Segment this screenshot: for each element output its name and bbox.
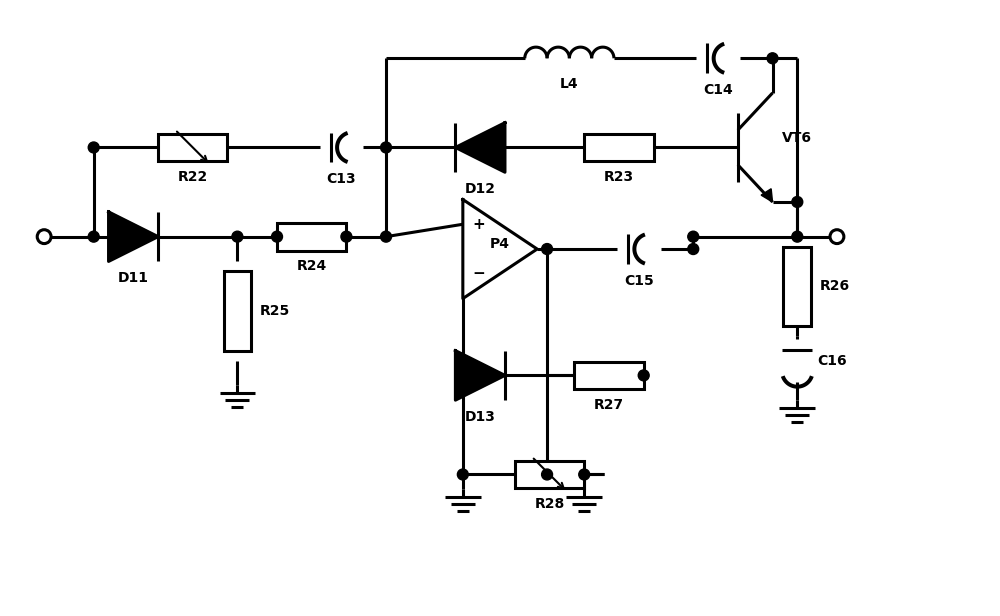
Text: D11: D11 (118, 271, 149, 285)
Text: C15: C15 (624, 274, 654, 288)
Circle shape (767, 53, 778, 63)
Text: R25: R25 (260, 304, 290, 318)
Polygon shape (109, 212, 158, 261)
Circle shape (792, 231, 803, 242)
Text: R24: R24 (297, 259, 327, 274)
Text: R26: R26 (820, 279, 850, 293)
Text: +: + (473, 217, 485, 232)
Circle shape (688, 243, 699, 254)
Text: D12: D12 (465, 182, 496, 196)
Circle shape (272, 231, 282, 242)
Circle shape (341, 231, 352, 242)
Text: C16: C16 (817, 354, 847, 368)
Polygon shape (455, 123, 505, 172)
Circle shape (579, 469, 590, 480)
Bar (515, 461, 584, 488)
Text: R22: R22 (178, 170, 208, 184)
Polygon shape (761, 188, 773, 202)
Circle shape (232, 231, 243, 242)
Bar (277, 223, 346, 251)
Text: R23: R23 (604, 170, 634, 184)
Text: P4: P4 (490, 237, 510, 251)
Circle shape (381, 142, 391, 153)
Bar (158, 134, 227, 161)
Circle shape (457, 469, 468, 480)
Bar (783, 246, 811, 326)
Circle shape (638, 370, 649, 381)
Text: R27: R27 (594, 398, 624, 412)
Text: D13: D13 (465, 410, 496, 424)
Text: L4: L4 (560, 78, 579, 91)
Polygon shape (455, 351, 505, 400)
Circle shape (381, 231, 391, 242)
Polygon shape (463, 200, 537, 299)
Bar (224, 271, 251, 351)
Text: −: − (473, 266, 485, 282)
Text: C14: C14 (703, 83, 733, 97)
Circle shape (88, 142, 99, 153)
Text: R28: R28 (534, 497, 565, 511)
Circle shape (457, 370, 468, 381)
Bar (574, 362, 644, 389)
Circle shape (688, 231, 699, 242)
Circle shape (792, 197, 803, 208)
Text: C13: C13 (327, 172, 356, 186)
Text: VT6: VT6 (782, 131, 812, 145)
Circle shape (542, 469, 553, 480)
Circle shape (88, 231, 99, 242)
Circle shape (542, 243, 553, 254)
Bar (584, 134, 654, 161)
